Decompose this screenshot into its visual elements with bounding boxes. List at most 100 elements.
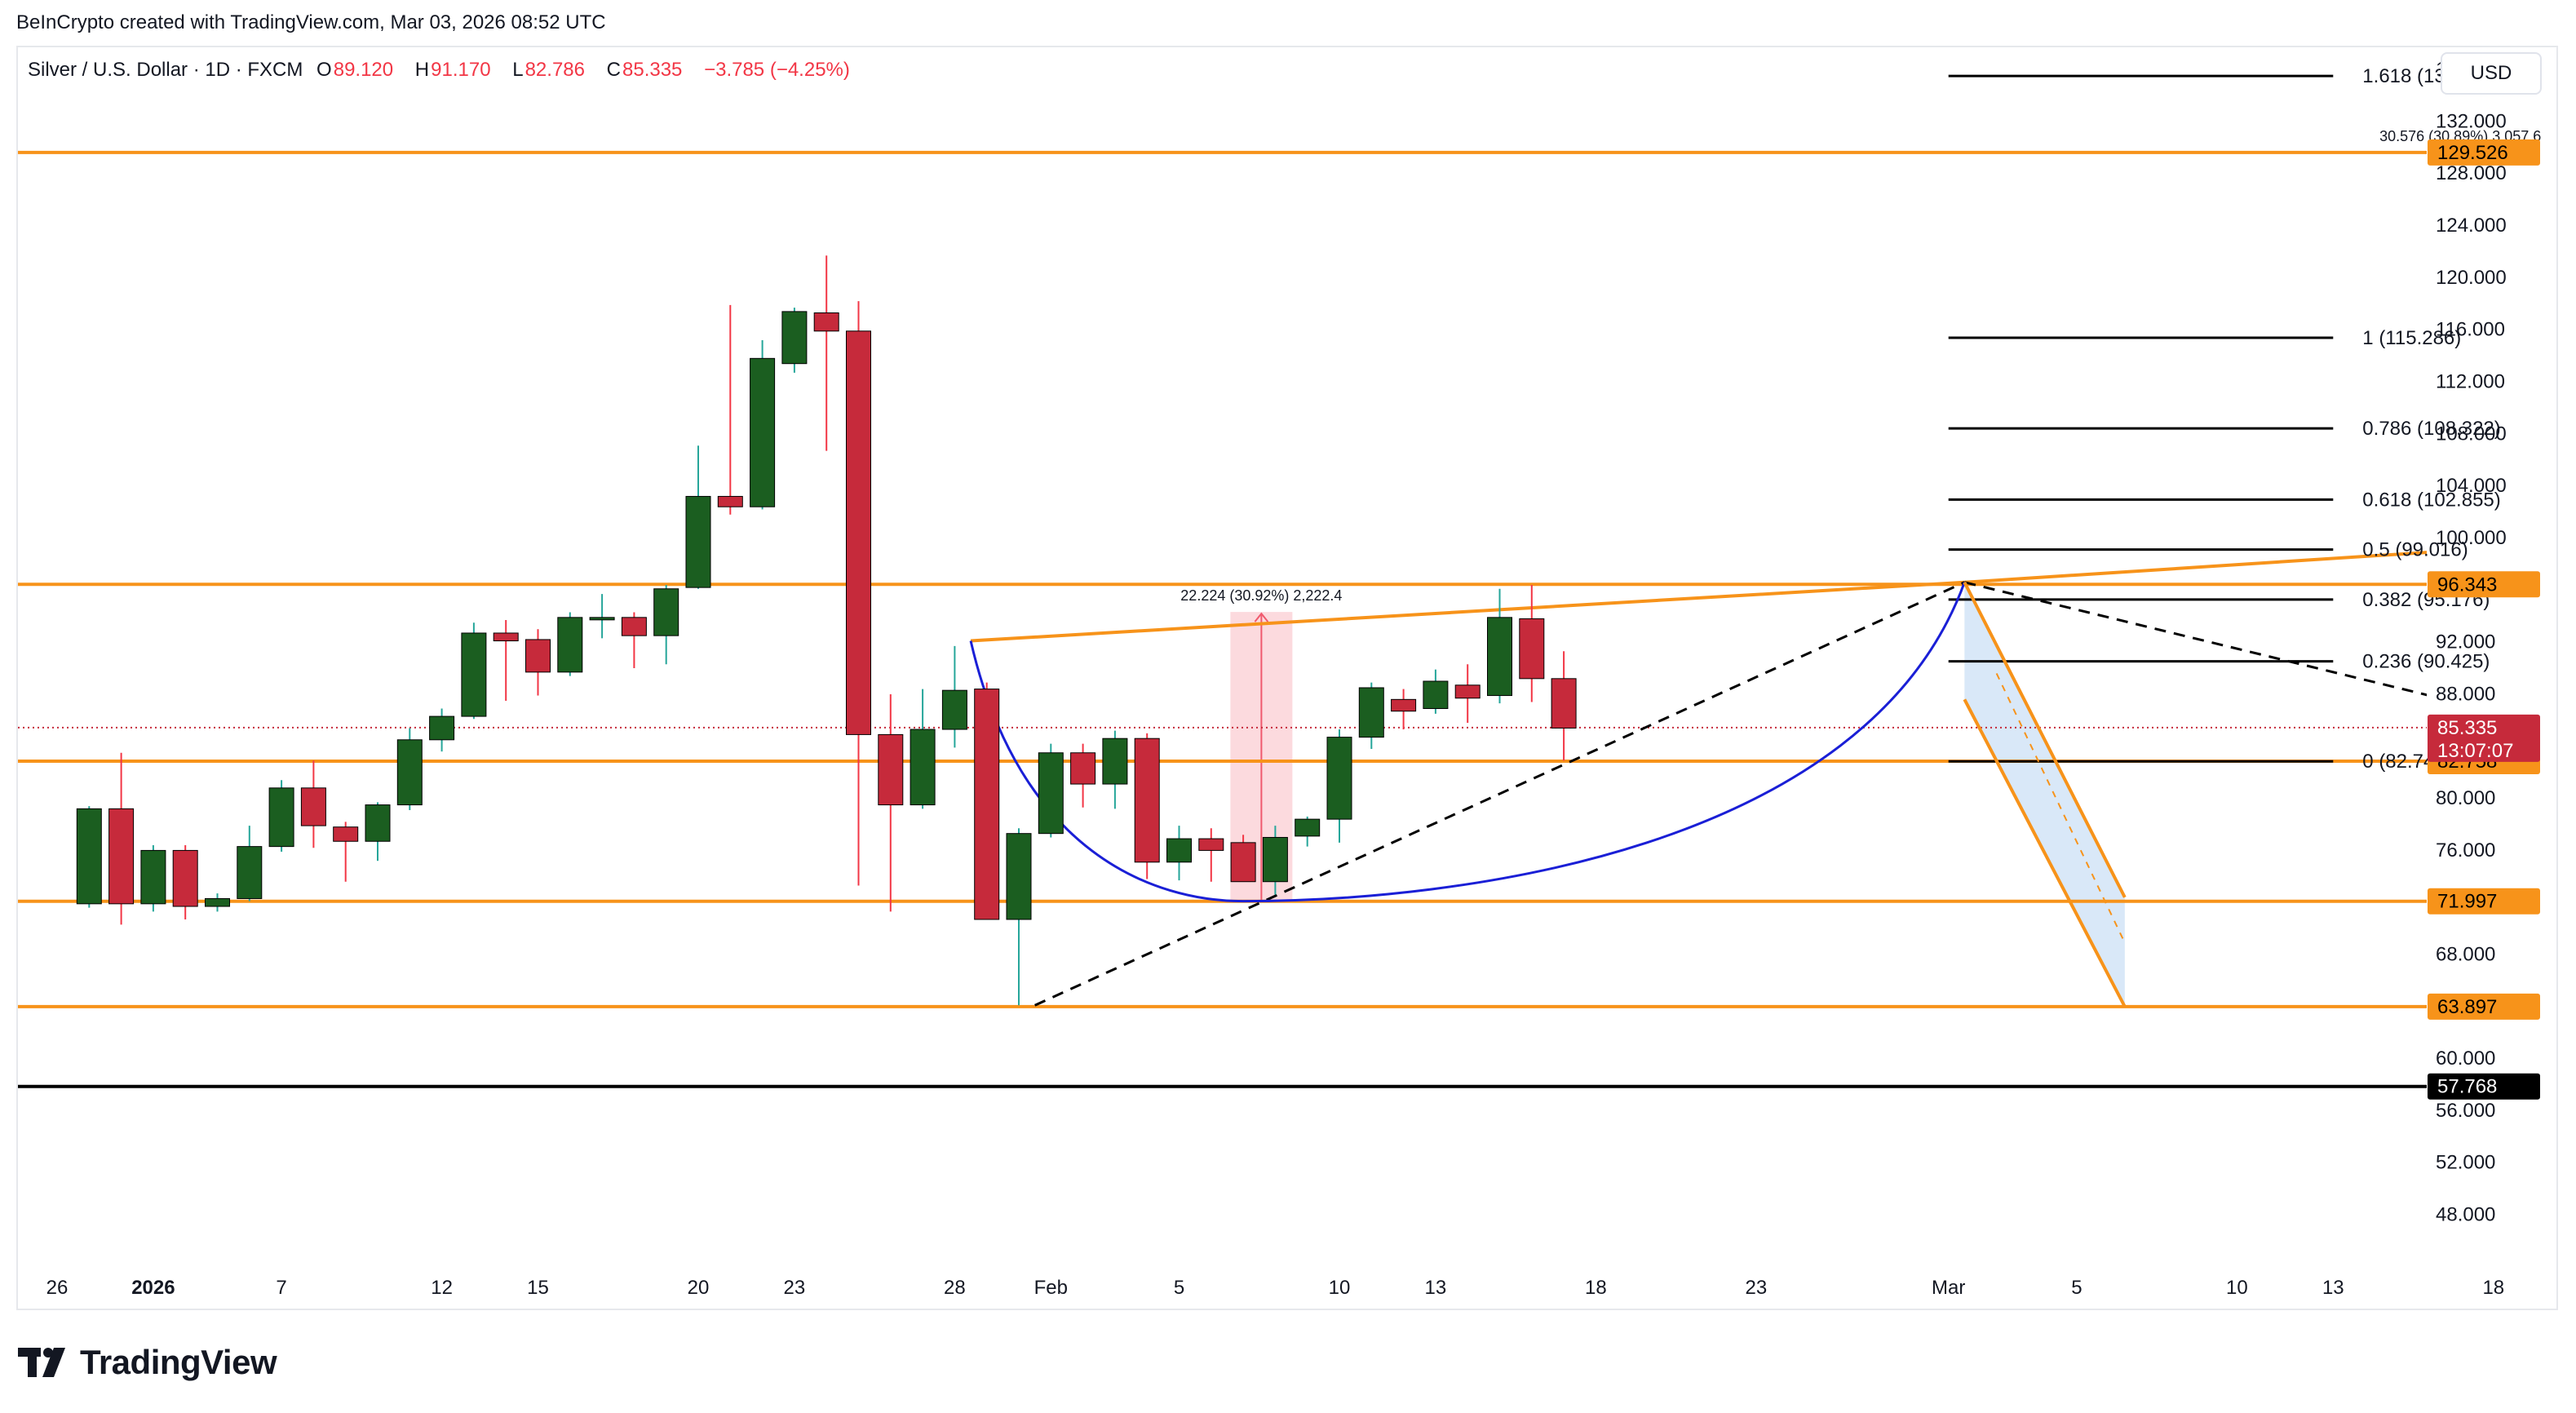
candle-body [1391, 698, 1417, 712]
x-tick-label: 12 [431, 1277, 453, 1299]
candle-body [300, 787, 326, 826]
y-tick-label: 116.000 [2436, 319, 2505, 341]
x-tick-label: 18 [1585, 1277, 1607, 1299]
x-tick-label: 5 [1174, 1277, 1184, 1299]
candle-body [1134, 738, 1160, 863]
candle-body [76, 808, 102, 905]
level-price-tag-bg [2428, 1073, 2540, 1100]
candle-body [1038, 752, 1064, 835]
x-tick-label: 23 [784, 1277, 806, 1299]
low-label: L [512, 59, 524, 81]
fib-level-label: 0.786 (108.322) [2362, 418, 2500, 440]
candle-body [237, 846, 263, 899]
low-value: 82.786 [524, 59, 585, 81]
y-tick-label: 108.000 [2436, 423, 2507, 445]
x-tick-label: 18 [2482, 1277, 2504, 1299]
candle-body [1326, 737, 1352, 820]
current-price-tag-bg [2428, 714, 2540, 762]
falling-channel-upper-line [1963, 581, 2127, 898]
candle-body [1262, 836, 1288, 883]
candle-body [653, 588, 679, 636]
tradingview-logo[interactable]: TradingView [18, 1338, 277, 1387]
candle-body [1487, 617, 1512, 697]
symbol-name[interactable]: Silver / U.S. Dollar · 1D · FXCM [28, 59, 303, 81]
high-label: H [414, 59, 430, 81]
level-price-tag: 71.997 [2437, 891, 2497, 913]
candle-body [1454, 684, 1481, 699]
x-tick-label: Mar [1932, 1277, 1965, 1299]
currency-button[interactable]: USD [2441, 52, 2542, 95]
y-tick-label: 88.000 [2436, 683, 2495, 705]
falling-channel-center-line [1995, 673, 2126, 944]
x-tick-label: 26 [46, 1277, 69, 1299]
trendline [970, 580, 1965, 643]
open-value: 89.120 [333, 59, 394, 81]
y-tick-label: 132.000 [2436, 110, 2507, 132]
y-tick-label: 92.000 [2436, 631, 2495, 653]
chart-frame [16, 46, 2558, 1310]
candle-body [1295, 818, 1321, 837]
candle-body [268, 787, 294, 848]
x-tick-label: 20 [688, 1277, 710, 1299]
fib-level-label: 0.5 (99.016) [2362, 539, 2468, 561]
candle-body [461, 632, 487, 717]
falling-channel-lower-line [1963, 698, 2127, 1008]
y-tick-label: 120.000 [2436, 267, 2507, 289]
y-tick-label: 104.000 [2436, 475, 2507, 497]
x-tick-label: 13 [1425, 1277, 1447, 1299]
candle-body [525, 639, 551, 673]
close-label: C [606, 59, 621, 81]
x-tick-label: 10 [2226, 1277, 2248, 1299]
y-tick-label: 48.000 [2436, 1204, 2495, 1226]
candle-body [878, 733, 904, 806]
candle-body [493, 632, 519, 642]
level-price-tag-bg [2428, 571, 2540, 598]
candle-body [172, 849, 198, 907]
candle-body [1230, 842, 1256, 883]
measure-arrowhead [1254, 612, 1269, 622]
x-tick-label: 10 [1329, 1277, 1351, 1299]
y-tick-label: 112.000 [2436, 370, 2505, 392]
candle-body [589, 617, 615, 621]
candle-body [333, 826, 359, 842]
falling-channel-fill [1964, 582, 2125, 1007]
y-tick-label: 56.000 [2436, 1100, 2495, 1122]
x-tick-label: 5 [2071, 1277, 2082, 1299]
candle-body [0, 902, 5, 907]
x-tick-label: 7 [276, 1277, 286, 1299]
tradingview-logo-text: TradingView [80, 1343, 277, 1381]
candle-body [717, 495, 743, 507]
candle-body [557, 617, 583, 673]
candle-body [365, 804, 391, 842]
y-tick-label: 60.000 [2436, 1048, 2495, 1070]
candle-body [1519, 618, 1545, 680]
fib-level-label: 0.618 (102.855) [2362, 489, 2500, 511]
candle-body [846, 330, 871, 735]
candle-body [1551, 678, 1577, 729]
y-tick-label: 52.000 [2436, 1152, 2495, 1174]
current-price-tag-countdown: 13:07:07 [2437, 740, 2513, 762]
measure-label: 22.224 (30.92%) 2,222.4 [1180, 587, 1342, 604]
x-tick-label: 13 [2322, 1277, 2344, 1299]
candle-body [910, 729, 936, 806]
candle-body [781, 311, 808, 365]
high-value: 91.170 [431, 59, 491, 81]
level-price-tag-bg [2428, 993, 2540, 1020]
candle-body [108, 808, 135, 905]
level-price-tag: 63.897 [2437, 996, 2497, 1018]
fib-level-label: 1 (115.286) [2362, 327, 2461, 349]
fib-level-label: 0.236 (90.425) [2362, 651, 2490, 673]
candle-body [974, 689, 1000, 920]
level-price-tag: 129.526 [2437, 142, 2508, 164]
candle-body [1358, 687, 1384, 738]
candle-body [1070, 752, 1096, 785]
level-price-tag: 96.343 [2437, 574, 2497, 596]
candle-body [396, 739, 423, 806]
candle-body [1198, 838, 1224, 851]
candle-body [140, 849, 166, 905]
candle-body [621, 617, 647, 636]
tradingview-logo-icon [18, 1348, 65, 1377]
open-label: O [316, 59, 332, 81]
y-tick-label: 128.000 [2436, 162, 2507, 184]
